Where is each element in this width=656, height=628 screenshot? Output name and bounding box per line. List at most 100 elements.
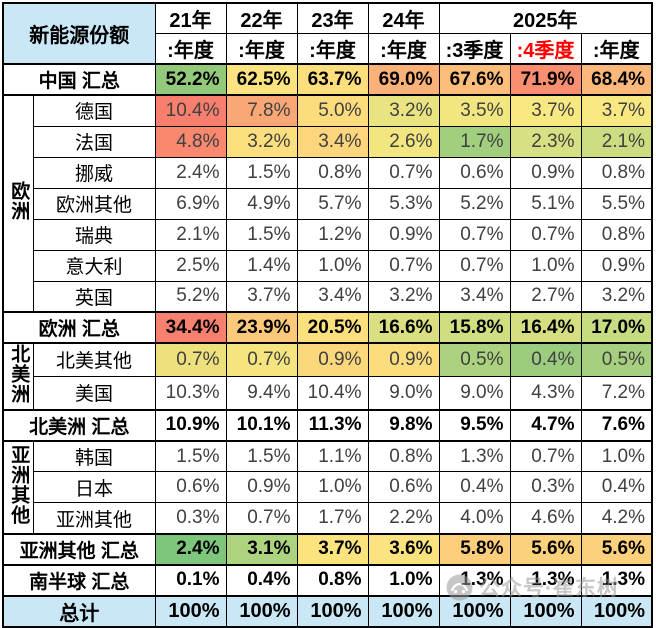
value-cell: 11.3% xyxy=(296,408,369,442)
value-cell: 0.8% xyxy=(580,156,653,189)
table-row-country: 欧洲其他 6.9% 4.9% 5.7% 5.3% 5.2% 5.1% 5.5% xyxy=(3,187,653,220)
table-row-country: 欧洲 德国 10.4% 7.8% 5.0% 3.2% 3.5% 3.7% 3.7% xyxy=(2,94,653,313)
value-cell: 1.5% xyxy=(225,156,298,189)
region-group-label: 亚洲其他 xyxy=(2,440,34,535)
value-cell: 5.6% xyxy=(580,532,653,566)
value-cell: 3.2% xyxy=(580,280,653,313)
value-cell: 0.8% xyxy=(580,218,653,251)
subheader-2025-annual: :年度 xyxy=(580,33,653,65)
value-cell: 3.2% xyxy=(225,125,298,158)
value-cell: 5.5% xyxy=(580,187,653,220)
value-cell: 1.4% xyxy=(225,249,298,282)
row-label: 欧洲 汇总 xyxy=(2,311,156,344)
value-cell: 3.2% xyxy=(367,280,440,313)
value-cell: 0.4% xyxy=(225,563,298,597)
row-label: 德国 xyxy=(32,94,156,127)
value-cell: 16.6% xyxy=(367,311,440,344)
value-cell: 0.3% xyxy=(509,471,582,504)
table-row-country: 亚洲其他 0.3% 0.7% 1.7% 2.2% 4.0% 4.6% 4.2% xyxy=(3,502,653,535)
row-label: 英国 xyxy=(32,280,156,313)
year-col-2025: 2025年 xyxy=(438,2,653,34)
value-cell: 10.4% xyxy=(296,375,369,411)
value-cell: 0.7% xyxy=(225,502,298,535)
value-cell: 0.9% xyxy=(296,342,369,377)
value-cell: 1.5% xyxy=(154,440,227,473)
table-row-country: 挪威 2.4% 1.5% 0.8% 0.7% 0.6% 0.9% 0.8% xyxy=(3,156,653,189)
value-cell: 1.3% xyxy=(509,563,582,597)
row-label: 南半球 汇总 xyxy=(2,563,156,597)
table-body: 中国 汇总 52.2% 62.5% 63.7% 69.0% 67.6% 71.9% 68.4%… xyxy=(2,63,653,628)
region-group-text: 欧洲 xyxy=(8,181,30,222)
value-cell: 3.1% xyxy=(225,532,298,566)
year-header-row: 新能源份额 21年 22年 23年 24年 2025年 xyxy=(2,2,653,65)
value-cell: 0.6% xyxy=(438,156,511,189)
value-cell: 0.7% xyxy=(367,249,440,282)
value-cell: 0.8% xyxy=(296,156,369,189)
value-cell: 0.7% xyxy=(438,218,511,251)
value-cell: 3.7% xyxy=(509,94,582,127)
value-cell: 5.2% xyxy=(154,280,227,313)
value-cell: 62.5% xyxy=(225,63,298,96)
value-cell: 63.7% xyxy=(296,63,369,96)
value-cell: 4.3% xyxy=(509,375,582,411)
value-cell: 1.2% xyxy=(296,218,369,251)
value-cell: 20.5% xyxy=(296,311,369,344)
value-cell: 1.1% xyxy=(296,440,369,473)
value-cell: 0.6% xyxy=(367,471,440,504)
region-group-label: 北美洲 xyxy=(2,342,34,411)
value-cell: 3.4% xyxy=(296,280,369,313)
value-cell: 1.0% xyxy=(296,471,369,504)
row-label: 日本 xyxy=(32,471,156,504)
value-cell: 5.1% xyxy=(509,187,582,220)
row-label: 美国 xyxy=(32,375,156,411)
value-cell: 1.0% xyxy=(296,249,369,282)
value-cell: 4.2% xyxy=(580,502,653,535)
value-cell: 0.5% xyxy=(580,342,653,377)
value-cell: 0.7% xyxy=(367,156,440,189)
value-cell: 0.7% xyxy=(509,218,582,251)
value-cell: 17.0% xyxy=(580,311,653,344)
value-cell: 100% xyxy=(509,594,582,628)
value-cell: 9.8% xyxy=(367,408,440,442)
value-cell: 0.7% xyxy=(509,440,582,473)
value-cell: 0.4% xyxy=(438,471,511,504)
value-cell: 69.0% xyxy=(367,63,440,96)
value-cell: 10.9% xyxy=(154,408,227,442)
value-cell: 2.1% xyxy=(580,125,653,158)
subheader-22-annual: :年度 xyxy=(225,33,298,65)
table-row-summary: 欧洲 汇总 34.4% 23.9% 20.5% 16.6% 15.8% 16.4% 17.0% xyxy=(2,311,653,344)
value-cell: 1.0% xyxy=(580,440,653,473)
value-cell: 100% xyxy=(367,594,440,628)
row-label: 北美其他 xyxy=(32,342,156,377)
row-label: 亚洲其他 xyxy=(32,502,156,535)
value-cell: 2.6% xyxy=(367,125,440,158)
value-cell: 3.7% xyxy=(225,280,298,313)
value-cell: 1.7% xyxy=(438,125,511,158)
value-cell: 3.5% xyxy=(438,94,511,127)
value-cell: 0.8% xyxy=(367,440,440,473)
value-cell: 5.8% xyxy=(438,532,511,566)
value-cell: 1.0% xyxy=(509,249,582,282)
value-cell: 0.6% xyxy=(154,471,227,504)
value-cell: 7.8% xyxy=(225,94,298,127)
value-cell: 4.0% xyxy=(438,502,511,535)
row-label: 法国 xyxy=(32,125,156,158)
value-cell: 5.0% xyxy=(296,94,369,127)
row-label: 意大利 xyxy=(32,249,156,282)
value-cell: 68.4% xyxy=(580,63,653,96)
value-cell: 3.7% xyxy=(580,94,653,127)
value-cell: 2.2% xyxy=(367,502,440,535)
period-header-row: :年度 :年度 :年度 :年度 :3季度 :4季度 :年度 xyxy=(3,33,653,65)
value-cell: 0.9% xyxy=(367,342,440,377)
row-label: 总计 xyxy=(2,594,156,628)
table-row-summary: 南半球 汇总 0.1% 0.4% 0.8% 1.0% 1.3% 1.3% 1.3% xyxy=(2,563,653,597)
value-cell: 67.6% xyxy=(438,63,511,96)
value-cell: 0.9% xyxy=(225,471,298,504)
region-group-text: 亚洲其他 xyxy=(8,444,30,525)
value-cell: 7.6% xyxy=(580,408,653,442)
value-cell: 2.4% xyxy=(154,532,227,566)
row-label: 亚洲其他 汇总 xyxy=(2,532,156,566)
value-cell: 10.3% xyxy=(154,375,227,411)
table-title: 新能源份额 xyxy=(2,2,156,65)
